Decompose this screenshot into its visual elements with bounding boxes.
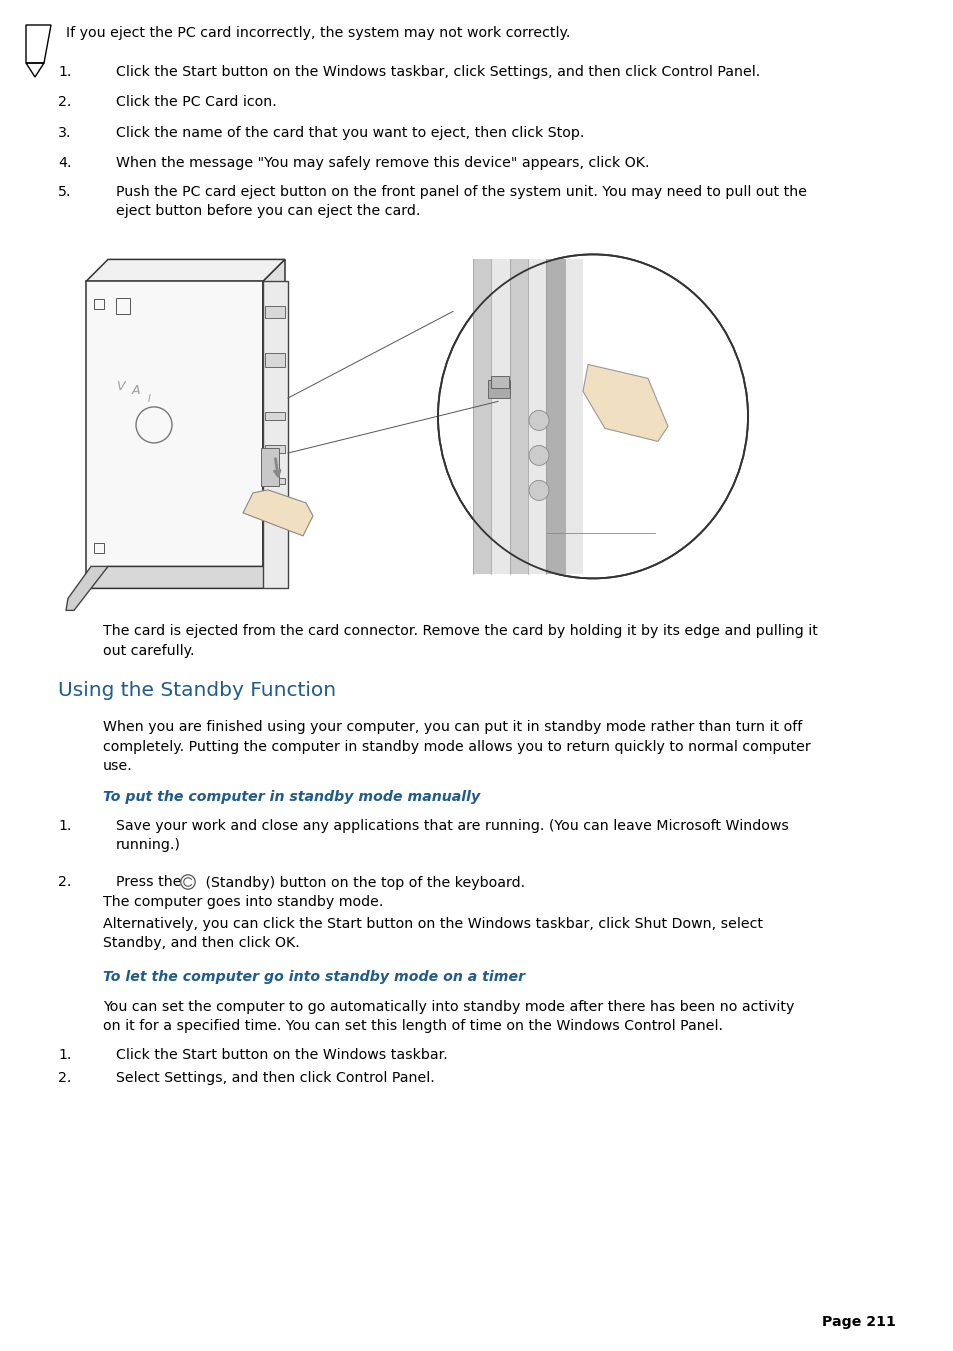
Circle shape xyxy=(529,481,548,500)
Polygon shape xyxy=(491,259,509,574)
Text: Standby, and then click OK.: Standby, and then click OK. xyxy=(103,936,299,950)
Text: running.): running.) xyxy=(116,839,181,852)
Text: 2.: 2. xyxy=(58,875,71,889)
Bar xyxy=(265,307,285,319)
Polygon shape xyxy=(527,259,546,574)
Text: Page 211: Page 211 xyxy=(821,1315,895,1329)
Text: 2.: 2. xyxy=(58,96,71,109)
Text: Push the PC card eject button on the front panel of the system unit. You may nee: Push the PC card eject button on the fro… xyxy=(116,185,806,199)
Polygon shape xyxy=(86,566,285,589)
Text: Click the PC Card icon.: Click the PC Card icon. xyxy=(116,96,276,109)
Polygon shape xyxy=(66,566,108,611)
Text: Click the Start button on the Windows taskbar.: Click the Start button on the Windows ta… xyxy=(116,1048,447,1062)
Text: A: A xyxy=(132,385,140,397)
Text: 1.: 1. xyxy=(58,1048,71,1062)
Text: If you eject the PC card incorrectly, the system may not work correctly.: If you eject the PC card incorrectly, th… xyxy=(66,26,570,41)
Bar xyxy=(265,354,285,367)
Circle shape xyxy=(529,411,548,431)
Text: The card is ejected from the card connector. Remove the card by holding it by it: The card is ejected from the card connec… xyxy=(103,624,817,639)
Bar xyxy=(488,381,510,399)
Bar xyxy=(261,449,278,486)
Text: To put the computer in standby mode manually: To put the computer in standby mode manu… xyxy=(103,790,479,804)
Text: Select Settings, and then click Control Panel.: Select Settings, and then click Control … xyxy=(116,1071,435,1085)
Polygon shape xyxy=(263,281,288,589)
Bar xyxy=(94,300,104,309)
Polygon shape xyxy=(243,490,313,536)
Text: on it for a specified time. You can set this length of time on the Windows Contr: on it for a specified time. You can set … xyxy=(103,1019,722,1032)
Bar xyxy=(116,299,130,315)
Text: Alternatively, you can click the Start button on the Windows taskbar, click Shut: Alternatively, you can click the Start b… xyxy=(103,917,762,931)
Ellipse shape xyxy=(437,254,747,578)
Bar xyxy=(491,377,509,388)
Text: To let the computer go into standby mode on a timer: To let the computer go into standby mode… xyxy=(103,970,524,985)
Text: When you are finished using your computer, you can put it in standby mode rather: When you are finished using your compute… xyxy=(103,720,801,735)
Text: 1.: 1. xyxy=(58,65,71,80)
Bar xyxy=(265,412,285,420)
Polygon shape xyxy=(546,259,564,574)
Text: 1.: 1. xyxy=(58,819,71,834)
Text: 3.: 3. xyxy=(58,126,71,139)
Polygon shape xyxy=(263,259,285,589)
Polygon shape xyxy=(86,259,285,281)
Text: The computer goes into standby mode.: The computer goes into standby mode. xyxy=(103,894,383,909)
Text: out carefully.: out carefully. xyxy=(103,643,194,658)
Polygon shape xyxy=(86,281,263,589)
Bar xyxy=(265,478,285,484)
Bar xyxy=(94,543,104,554)
Text: use.: use. xyxy=(103,759,132,773)
Text: I: I xyxy=(148,394,151,404)
Polygon shape xyxy=(564,259,582,574)
Text: Click the name of the card that you want to eject, then click Stop.: Click the name of the card that you want… xyxy=(116,126,584,139)
Text: When the message "You may safely remove this device" appears, click OK.: When the message "You may safely remove … xyxy=(116,155,649,170)
Text: You can set the computer to go automatically into standby mode after there has b: You can set the computer to go automatic… xyxy=(103,1000,794,1013)
Circle shape xyxy=(529,446,548,465)
Text: eject button before you can eject the card.: eject button before you can eject the ca… xyxy=(116,204,420,219)
Text: 5.: 5. xyxy=(58,185,71,199)
Polygon shape xyxy=(473,259,491,574)
Text: V: V xyxy=(116,381,125,393)
Polygon shape xyxy=(509,259,527,574)
Text: 4.: 4. xyxy=(58,155,71,170)
Text: completely. Putting the computer in standby mode allows you to return quickly to: completely. Putting the computer in stan… xyxy=(103,739,810,754)
Text: Using the Standby Function: Using the Standby Function xyxy=(58,681,335,700)
Text: (Standby) button on the top of the keyboard.: (Standby) button on the top of the keybo… xyxy=(201,875,524,889)
Polygon shape xyxy=(582,365,667,442)
Text: Save your work and close any applications that are running. (You can leave Micro: Save your work and close any application… xyxy=(116,819,788,834)
Text: 2.: 2. xyxy=(58,1071,71,1085)
Bar xyxy=(265,505,285,512)
Text: Click the Start button on the Windows taskbar, click Settings, and then click Co: Click the Start button on the Windows ta… xyxy=(116,65,760,80)
Bar xyxy=(265,446,285,454)
Text: Press the: Press the xyxy=(116,875,186,889)
